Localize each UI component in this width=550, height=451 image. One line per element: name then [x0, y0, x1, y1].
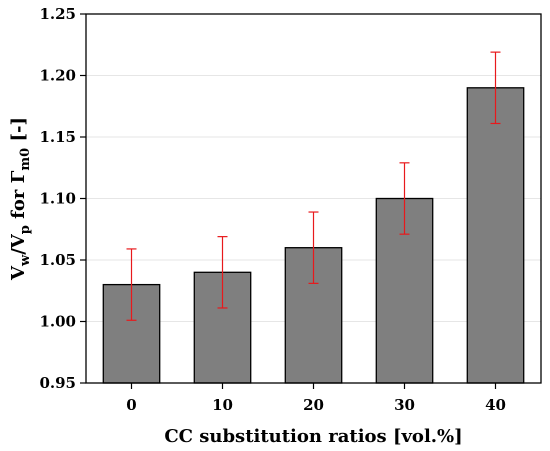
y-title-slash-v: /V [8, 233, 29, 255]
y-tick-label: 1.00 [39, 313, 76, 331]
x-axis-title: CC substitution ratios [vol.%] [164, 426, 462, 447]
bars [102, 87, 525, 384]
x-tick-label-30: 30 [394, 396, 415, 414]
x-tick-label-20: 20 [303, 396, 324, 414]
x-tick-label-10: 10 [212, 396, 233, 414]
y-title-sub-m0: m0 [18, 148, 33, 171]
y-tick-label: 1.25 [39, 5, 76, 23]
y-axis-title: Vw/Vp for Γm0 [-] [8, 117, 33, 281]
error-bar-0 [126, 248, 137, 321]
x-tick-label-40: 40 [485, 396, 506, 414]
y-tick-label: 1.05 [39, 251, 76, 269]
y-tick-label: 1.15 [39, 128, 76, 146]
y-tick-label: 1.20 [39, 67, 76, 85]
bar-40 [466, 87, 525, 384]
y-title-sub-p: p [18, 225, 33, 234]
y-tick-label: 0.95 [39, 374, 76, 392]
y-axis-ticks: 0.95 1.00 1.05 1.10 1.15 1.20 1.25 [39, 5, 86, 392]
error-bar-40 [490, 51, 501, 125]
error-bar-20 [308, 211, 319, 284]
grid-lines [86, 75, 541, 322]
y-tick-label: 1.10 [39, 190, 76, 208]
y-title-unit: [-] [8, 117, 29, 148]
error-bars [126, 51, 501, 321]
y-title-v: V [8, 265, 29, 281]
y-title-for-gamma: for Γ [8, 170, 29, 225]
y-title-sub-w: w [18, 254, 33, 267]
x-tick-label-0: 0 [126, 396, 136, 414]
x-axis-ticks: 0 10 20 30 40 [126, 383, 506, 414]
error-bar-10 [217, 236, 228, 309]
error-bar-30 [399, 162, 410, 235]
